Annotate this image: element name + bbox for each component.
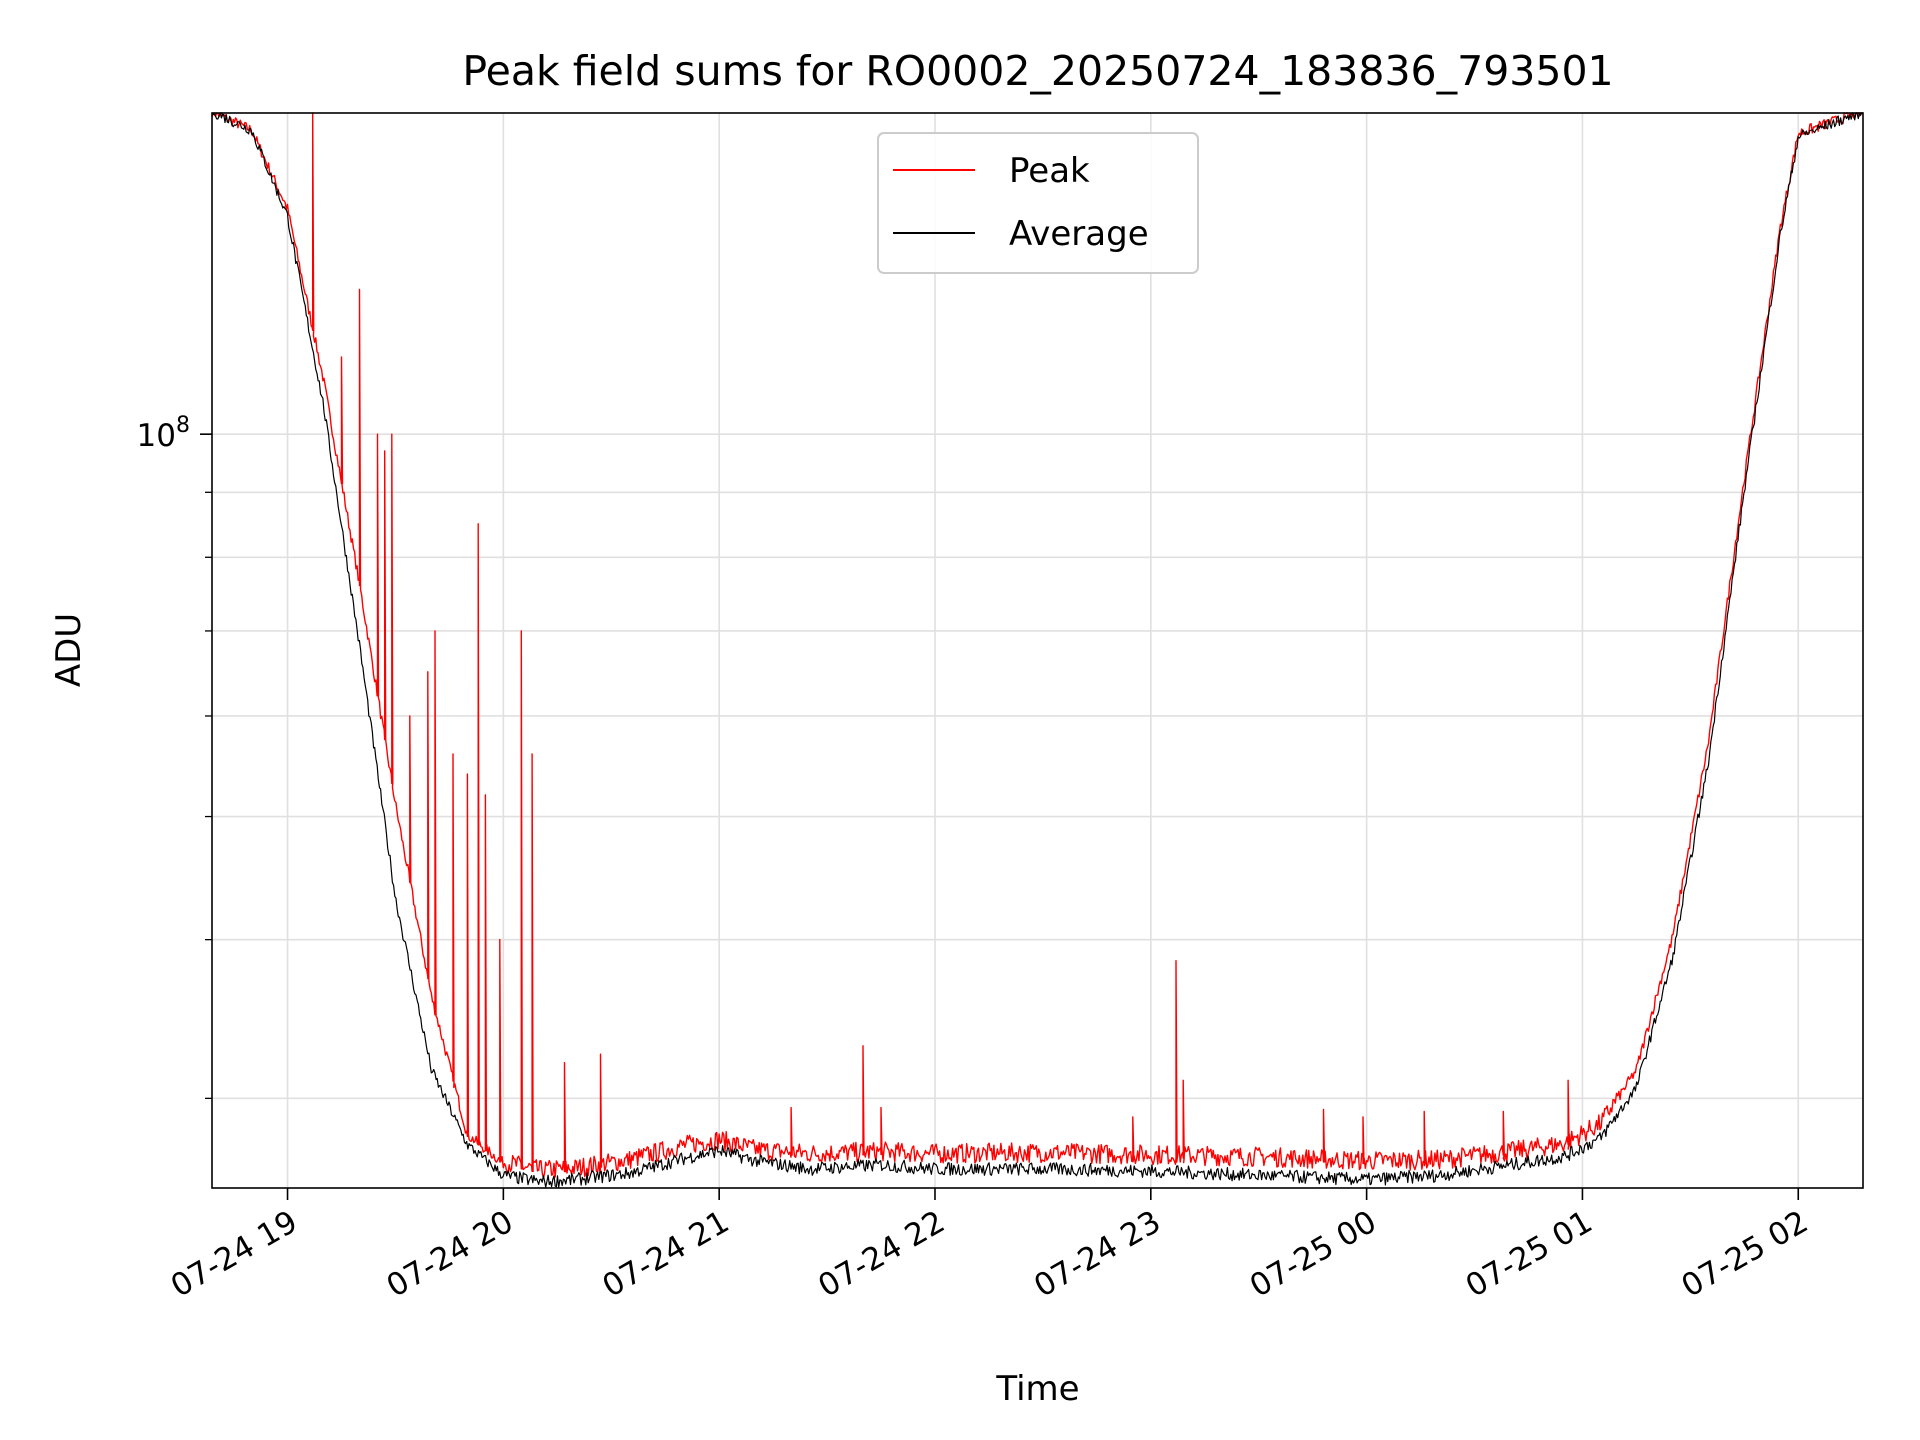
legend: Peak Average [877,132,1199,274]
series-layer [211,112,1864,1188]
plot-frame [211,112,1864,1189]
y-axis-label: ADU [49,613,89,687]
y-tick-label: 108 [137,413,190,454]
y-tick-label-exponent: 8 [176,413,190,438]
legend-label-peak: Peak [1009,151,1090,191]
y-tick-label-base: 10 [137,418,176,454]
chart-title: Peak field sums for RO0002_20250724_1838… [462,47,1613,95]
series-line-average [211,112,1864,1188]
legend-box [877,132,1199,274]
series-line-peak [211,112,1863,1179]
legend-label-average: Average [1009,214,1149,254]
grid [212,113,1863,1188]
x-axis-label: Time [995,1369,1079,1409]
